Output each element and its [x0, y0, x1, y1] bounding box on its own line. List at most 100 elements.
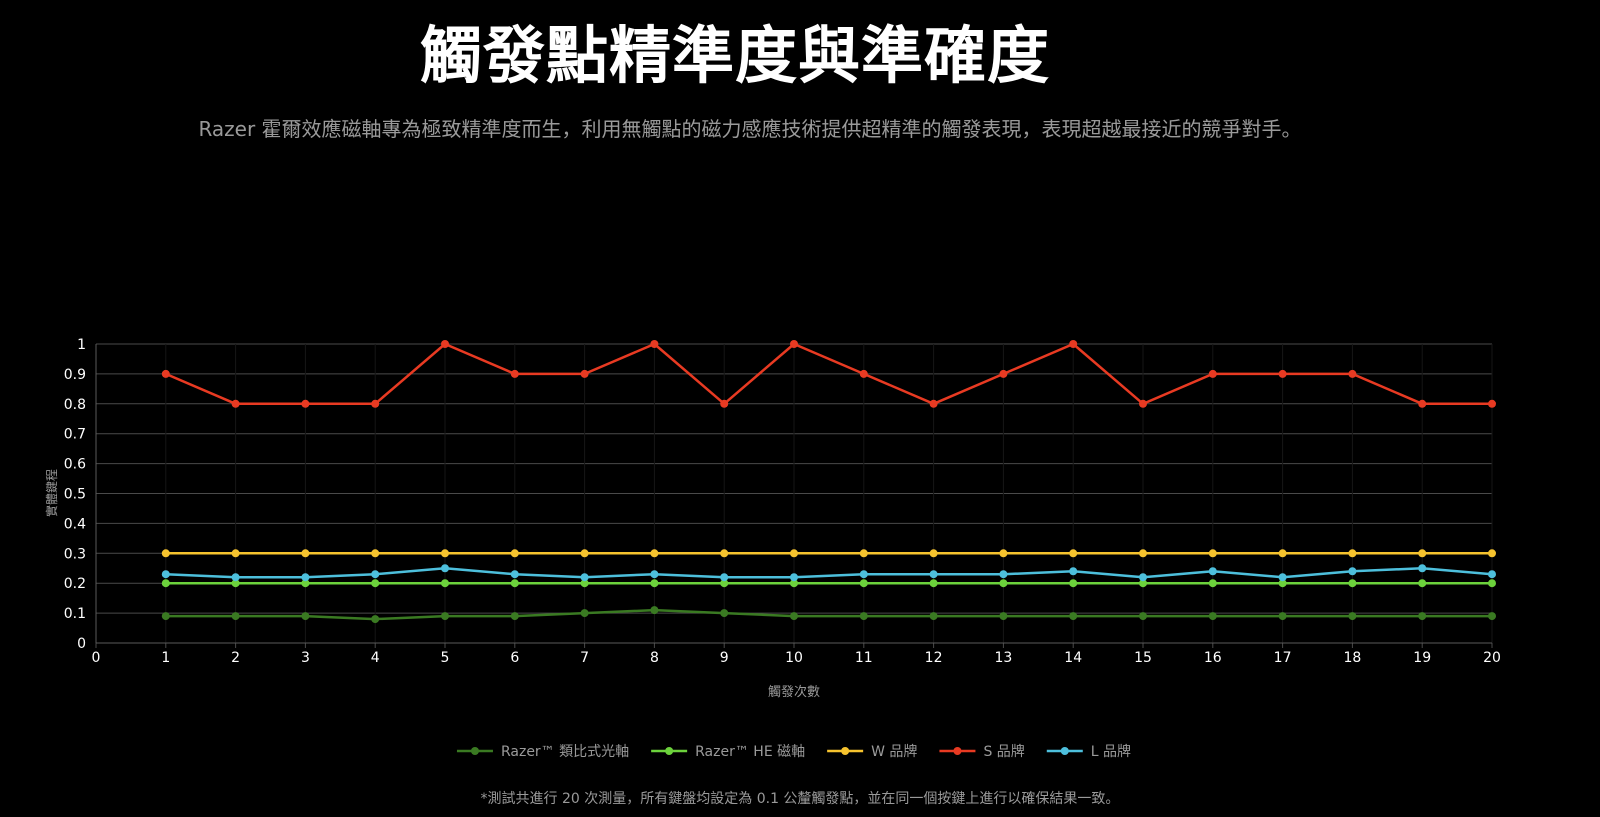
data-point [650, 549, 659, 558]
data-point [790, 612, 798, 621]
y-tick-label: 0 [77, 636, 86, 652]
y-tick-label: 0.4 [64, 516, 86, 532]
data-point [650, 606, 659, 615]
data-point [1208, 549, 1217, 558]
x-tick-label: 12 [925, 650, 943, 666]
data-point [859, 612, 868, 621]
x-tick-label: 20 [1483, 650, 1501, 666]
data-point [510, 579, 519, 588]
data-point [1418, 399, 1427, 408]
data-point [999, 579, 1008, 588]
series-5 [161, 564, 1496, 582]
data-point [929, 570, 938, 579]
x-tick-label: 18 [1343, 650, 1361, 666]
data-point [301, 573, 310, 582]
data-point [929, 399, 938, 408]
data-point [1348, 369, 1357, 378]
y-tick-label: 0.1 [64, 606, 86, 622]
data-point [1278, 573, 1287, 582]
x-tick-label: 11 [855, 650, 873, 666]
legend-item[interactable]: W 品牌 [827, 743, 917, 760]
legend: Razer™ 類比式光軸 Razer™ HE 磁軸 W 品牌 S 品牌 L 品牌 [456, 743, 1131, 760]
data-point [650, 579, 659, 588]
data-point [510, 570, 519, 579]
x-tick-label: 15 [1134, 650, 1152, 666]
data-point [1488, 549, 1496, 558]
data-point [371, 579, 380, 588]
legend-label: L 品牌 [1091, 743, 1131, 760]
series-layer [161, 340, 1496, 624]
data-point [790, 340, 798, 348]
data-point [1208, 579, 1217, 588]
data-point [790, 579, 798, 588]
data-point [510, 369, 519, 378]
x-tick-label: 0 [92, 650, 101, 666]
footnote: *測試共進行 20 次測量，所有鍵盤均設定為 0.1 公釐觸發點，並在同一個按鍵… [480, 791, 1120, 807]
data-point [441, 612, 449, 621]
data-point [1278, 369, 1287, 378]
data-point [371, 615, 380, 624]
data-point [859, 579, 868, 588]
legend-item[interactable]: L 品牌 [1046, 743, 1131, 760]
data-point [1418, 549, 1427, 558]
series-2 [161, 579, 1496, 588]
data-point [231, 549, 240, 558]
data-point [580, 369, 589, 378]
label-layer: 觸發次數 實體鍵程 [44, 469, 820, 700]
data-point [1069, 340, 1078, 348]
x-tick-label: 19 [1413, 650, 1431, 666]
data-point [1278, 612, 1287, 621]
data-point [929, 579, 938, 588]
data-point [161, 612, 170, 621]
legend-swatch-marker [665, 747, 674, 755]
data-point [1139, 612, 1147, 621]
data-point [790, 573, 798, 582]
x-tick-label: 4 [371, 650, 380, 666]
data-point [1208, 369, 1217, 378]
data-point [1139, 579, 1147, 588]
line-chart: 00.10.20.30.40.50.60.70.80.910 1 2 3 4 5 6 7 8 9 1… [44, 337, 1501, 760]
series-1 [161, 606, 1496, 624]
data-point [720, 579, 729, 588]
legend-item[interactable]: S 品牌 [939, 743, 1025, 760]
data-point [1139, 549, 1147, 558]
x-tick-label: 16 [1204, 650, 1222, 666]
data-point [929, 612, 938, 621]
x-tick-label: 14 [1064, 650, 1082, 666]
legend-item[interactable]: Razer™ 類比式光軸 [456, 744, 629, 760]
data-point [1488, 570, 1496, 579]
data-point [859, 369, 868, 378]
page-subtitle: Razer 霍爾效應磁軸專為極致精準度而生，利用無觸點的磁力感應技術提供超精準的… [198, 117, 1302, 141]
x-tick-label: 6 [510, 650, 519, 666]
y-axis-title: 實體鍵程 [44, 469, 59, 517]
data-point [1278, 579, 1287, 588]
data-point [1139, 399, 1147, 408]
data-point [999, 369, 1008, 378]
legend-label: Razer™ 類比式光軸 [501, 744, 629, 760]
data-point [650, 340, 659, 348]
data-point [1348, 567, 1357, 576]
legend-swatch-marker [953, 747, 962, 755]
legend-label: Razer™ HE 磁軸 [695, 744, 805, 760]
y-tick-label: 0.9 [64, 367, 86, 383]
data-point [1418, 579, 1427, 588]
data-point [580, 549, 589, 558]
data-point [1208, 612, 1217, 621]
data-point [441, 579, 449, 588]
y-tick-label: 0.8 [64, 397, 86, 413]
data-point [1208, 567, 1217, 576]
data-point [859, 570, 868, 579]
legend-item[interactable]: Razer™ HE 磁軸 [651, 744, 805, 760]
data-point [301, 612, 310, 621]
x-tick-label: 2 [231, 650, 240, 666]
data-point [231, 399, 240, 408]
data-point [371, 570, 380, 579]
data-point [510, 549, 519, 558]
data-point [1069, 612, 1078, 621]
data-point [301, 399, 310, 408]
legend-swatch-marker [1060, 747, 1069, 755]
data-point [999, 612, 1008, 621]
y-tick-label: 0.5 [64, 487, 86, 503]
x-tick-label: 13 [994, 650, 1012, 666]
y-tick-label: 1 [77, 337, 86, 353]
